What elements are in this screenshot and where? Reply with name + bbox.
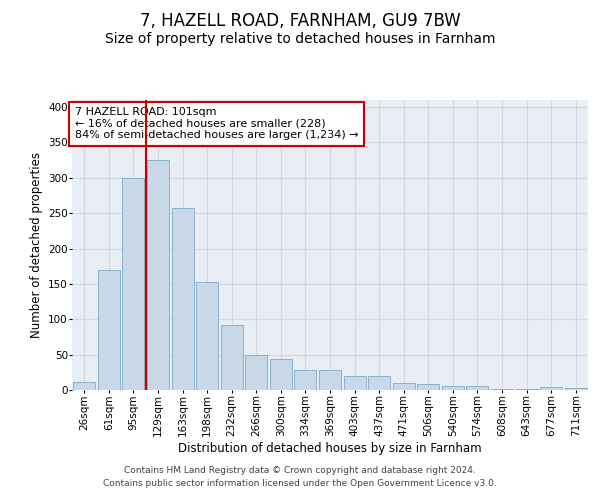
Bar xyxy=(196,282,218,390)
Text: 7 HAZELL ROAD: 101sqm
← 16% of detached houses are smaller (228)
84% of semi-det: 7 HAZELL ROAD: 101sqm ← 16% of detached … xyxy=(74,108,358,140)
Bar xyxy=(392,383,415,390)
Bar xyxy=(245,354,268,390)
Bar xyxy=(98,270,120,390)
Bar xyxy=(368,376,390,390)
Bar xyxy=(270,359,292,390)
Bar xyxy=(172,208,194,390)
Bar xyxy=(122,178,145,390)
Bar xyxy=(344,376,365,390)
Bar xyxy=(466,386,488,390)
Bar xyxy=(319,370,341,390)
Bar xyxy=(73,382,95,390)
Bar xyxy=(442,386,464,390)
Bar xyxy=(565,388,587,390)
Bar xyxy=(515,388,538,390)
Bar xyxy=(295,370,316,390)
Bar xyxy=(540,387,562,390)
Text: 7, HAZELL ROAD, FARNHAM, GU9 7BW: 7, HAZELL ROAD, FARNHAM, GU9 7BW xyxy=(140,12,460,30)
Bar xyxy=(491,388,513,390)
Text: Size of property relative to detached houses in Farnham: Size of property relative to detached ho… xyxy=(105,32,495,46)
Y-axis label: Number of detached properties: Number of detached properties xyxy=(29,152,43,338)
Bar xyxy=(147,160,169,390)
Bar xyxy=(417,384,439,390)
Text: Contains HM Land Registry data © Crown copyright and database right 2024.
Contai: Contains HM Land Registry data © Crown c… xyxy=(103,466,497,487)
Bar xyxy=(221,325,243,390)
X-axis label: Distribution of detached houses by size in Farnham: Distribution of detached houses by size … xyxy=(178,442,482,455)
